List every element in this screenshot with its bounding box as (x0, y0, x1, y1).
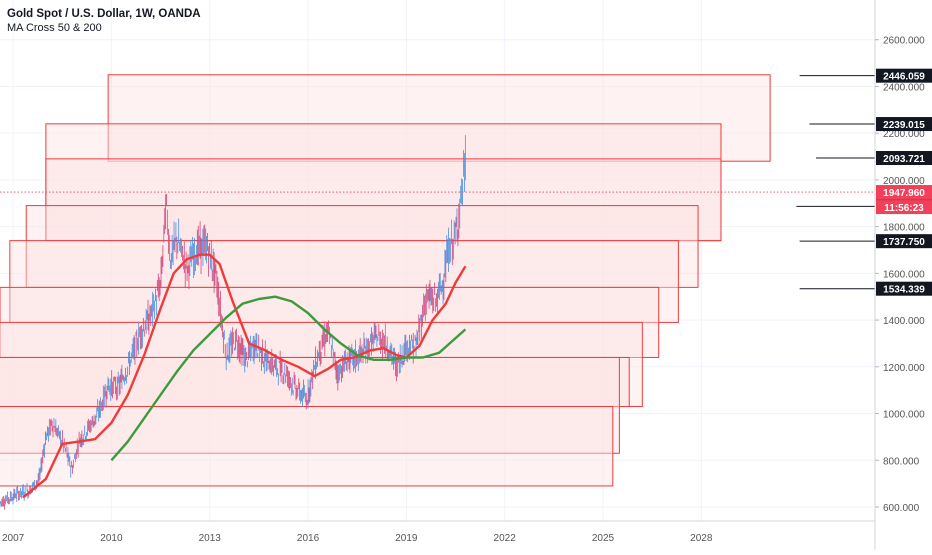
x-tick-label: 2025 (592, 533, 615, 544)
level-badge: 2446.059 (883, 72, 925, 83)
x-tick-label: 2010 (100, 533, 123, 544)
x-tick-label: 2022 (494, 533, 517, 544)
level-badge-bg (876, 281, 932, 296)
level-badge: 2093.721 (883, 154, 925, 165)
y-tick-label: 1200.000 (883, 363, 925, 374)
zone-4 (9, 240, 679, 323)
countdown-badge-bg (876, 200, 932, 215)
x-tick-label: 2007 (2, 533, 25, 544)
x-tick-label: 2028 (690, 533, 713, 544)
level-badge: 1534.339 (883, 285, 925, 296)
y-tick-label: 2400.000 (883, 82, 925, 93)
grid (0, 0, 875, 521)
level-badge: 2239.015 (883, 120, 925, 131)
zone-3 (25, 205, 699, 288)
level-badge-bg (876, 234, 932, 249)
level-badge-bg (876, 68, 932, 83)
y-tick-label: 1400.000 (883, 316, 925, 327)
level-badge: 1737.750 (883, 237, 925, 248)
y-tick-label: 1600.000 (883, 269, 925, 280)
price-badges: 2446.0592239.0152093.7211886.6771737.750… (876, 68, 932, 296)
y-tick-label: 1800.000 (883, 223, 925, 234)
y-tick-label: 2000.000 (883, 176, 925, 187)
zones (0, 74, 771, 487)
level-badge-bg (876, 151, 932, 166)
zone-2 (45, 158, 722, 242)
x-tick-label: 2016 (297, 533, 320, 544)
moving-averages (22, 253, 467, 499)
zone-9 (0, 406, 614, 487)
countdown-badge: 11:56:23 (884, 203, 924, 214)
y-tick-label: 2200.000 (883, 129, 925, 140)
indicator-label: MA Cross 50 & 200 (7, 22, 102, 34)
y-tick-label: 600.000 (883, 503, 920, 514)
x-tick-label: 2013 (199, 533, 222, 544)
current-price-badge: 1947.960 (883, 188, 925, 199)
current-price-badge-bg (876, 185, 932, 200)
y-tick-label: 2600.000 (883, 36, 925, 47)
y-tick-label: 1000.000 (883, 410, 925, 421)
y-tick-label: 800.000 (883, 456, 920, 467)
zone-0 (107, 74, 771, 162)
level-lines (0, 75, 875, 290)
price-candles (0, 135, 466, 510)
ma200-line (110, 295, 467, 462)
zone-1 (45, 123, 722, 242)
chart-title: Gold Spot / U.S. Dollar, 1W, OANDA (7, 8, 201, 20)
level-badge-bg (876, 117, 932, 132)
x-tick-label: 2019 (395, 533, 418, 544)
